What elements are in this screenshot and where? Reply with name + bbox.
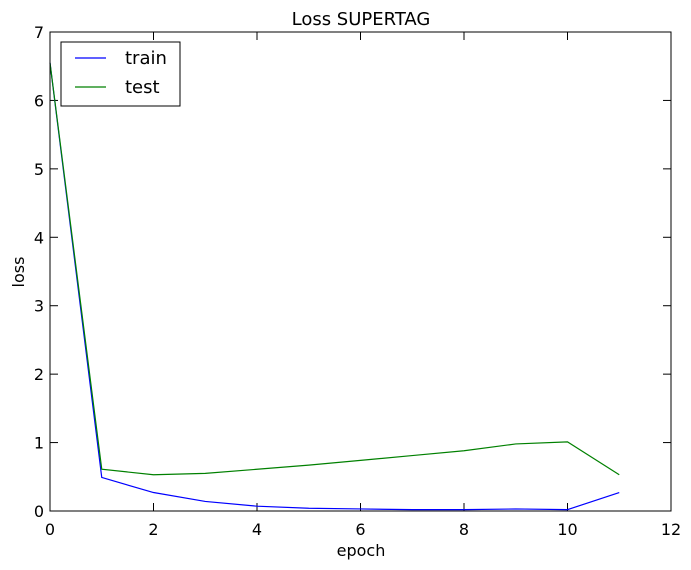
- plot-frame: [49, 31, 672, 512]
- y-tick-label: 3: [34, 297, 44, 316]
- y-tick-label: 6: [34, 91, 44, 110]
- x-tick-label: 12: [661, 520, 681, 539]
- y-tick-label: 5: [34, 160, 44, 179]
- x-tick-label: 10: [557, 520, 577, 539]
- x-tick-label: 2: [148, 520, 158, 539]
- x-axis-label: epoch: [337, 541, 386, 560]
- y-tick-label: 0: [34, 502, 44, 521]
- series-line-test: [49, 62, 620, 476]
- legend-label-test: test: [125, 77, 160, 98]
- x-tick-label: 4: [252, 520, 262, 539]
- series-lines: [49, 62, 620, 511]
- x-tick-label: 8: [459, 520, 469, 539]
- y-tick-label: 2: [34, 365, 44, 384]
- x-tick-label: 6: [355, 520, 365, 539]
- y-tick-label: 1: [34, 434, 44, 453]
- y-tick-label: 4: [34, 228, 44, 247]
- x-tick-label: 0: [45, 520, 55, 539]
- legend-box: [60, 41, 181, 107]
- y-tick-label: 7: [34, 23, 44, 42]
- chart-title: Loss SUPERTAG: [292, 9, 431, 30]
- plot-area: [50, 32, 671, 511]
- legend-label-train: train: [125, 48, 167, 69]
- series-line-train: [49, 62, 620, 511]
- y-axis-label: loss: [9, 257, 28, 288]
- legend: train test: [60, 41, 181, 107]
